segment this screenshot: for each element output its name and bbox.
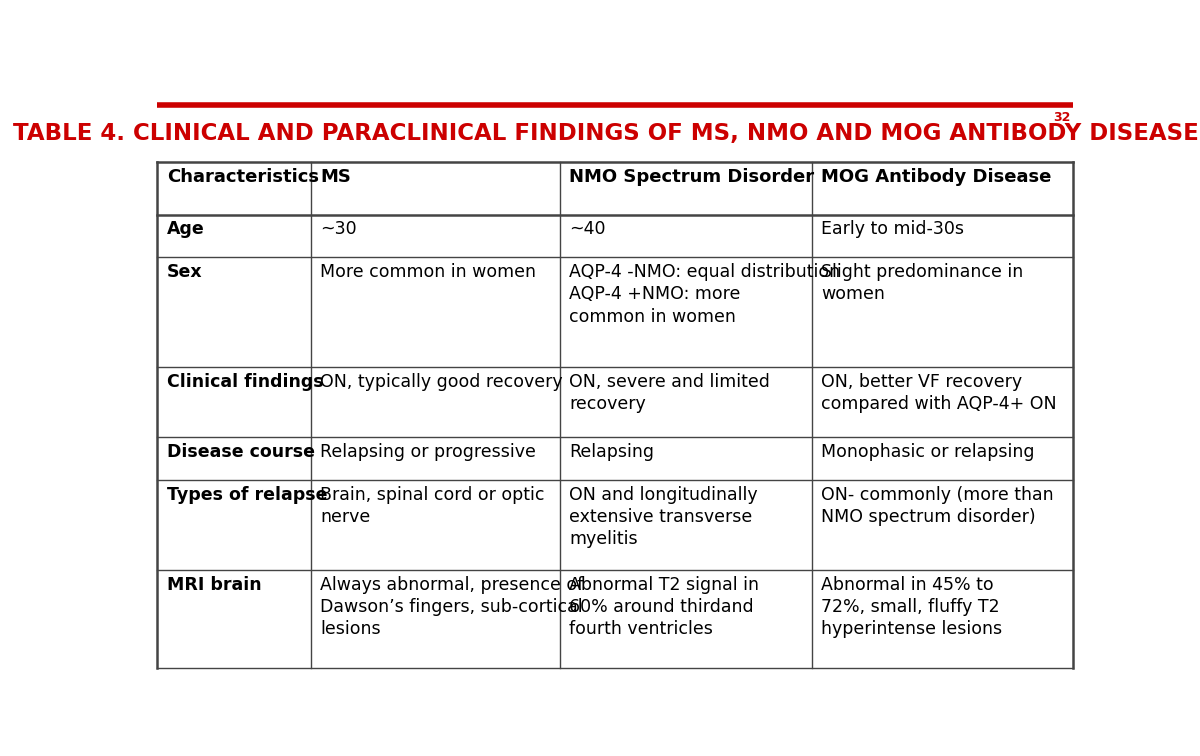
Bar [157,163,1073,668]
Text: Monophasic or relapsing: Monophasic or relapsing [821,443,1034,461]
Text: Age: Age [167,221,204,238]
Text: Abnormal in 45% to
72%, small, fluffy T2
hyperintense lesions: Abnormal in 45% to 72%, small, fluffy T2… [821,576,1002,638]
Text: ~30: ~30 [320,221,358,238]
Text: ON, typically good recovery: ON, typically good recovery [320,373,563,391]
Text: Characteristics: Characteristics [167,168,319,186]
Text: ON and longitudinally
extensive transverse
myelitis: ON and longitudinally extensive transver… [569,486,758,548]
Text: Slight predominance in
women: Slight predominance in women [821,263,1024,303]
Text: Relapsing: Relapsing [569,443,654,461]
Text: ON, better VF recovery
compared with AQP-4+ ON: ON, better VF recovery compared with AQP… [821,373,1057,414]
Text: Types of relapse: Types of relapse [167,486,328,503]
Text: TABLE 4. CLINICAL AND PARACLINICAL FINDINGS OF MS, NMO AND MOG ANTIBODY DISEASE: TABLE 4. CLINICAL AND PARACLINICAL FINDI… [13,122,1199,145]
Text: Relapsing or progressive: Relapsing or progressive [320,443,536,461]
Text: Clinical findings: Clinical findings [167,373,323,391]
Text: Abnormal T2 signal in
60% around thirdand
fourth ventricles: Abnormal T2 signal in 60% around thirdan… [569,576,760,638]
Text: ON- commonly (more than
NMO spectrum disorder): ON- commonly (more than NMO spectrum dis… [821,486,1054,526]
Text: Sex: Sex [167,263,203,281]
Text: ~40: ~40 [569,221,606,238]
Text: AQP-4 -NMO: equal distribution
AQP-4 +NMO: more
common in women: AQP-4 -NMO: equal distribution AQP-4 +NM… [569,263,840,326]
Text: Early to mid-30s: Early to mid-30s [821,221,964,238]
Text: More common in women: More common in women [320,263,536,281]
Text: 32: 32 [1054,111,1070,124]
Text: Brain, spinal cord or optic
nerve: Brain, spinal cord or optic nerve [320,486,545,526]
Text: NMO Spectrum Disorder: NMO Spectrum Disorder [569,168,815,186]
Text: ON, severe and limited
recovery: ON, severe and limited recovery [569,373,770,414]
Text: Always abnormal, presence of
Dawson’s fingers, sub-cortical
lesions: Always abnormal, presence of Dawson’s fi… [320,576,583,638]
Text: Disease course: Disease course [167,443,314,461]
Text: MOG Antibody Disease: MOG Antibody Disease [821,168,1051,186]
Text: MRI brain: MRI brain [167,576,262,594]
Text: MS: MS [320,168,352,186]
